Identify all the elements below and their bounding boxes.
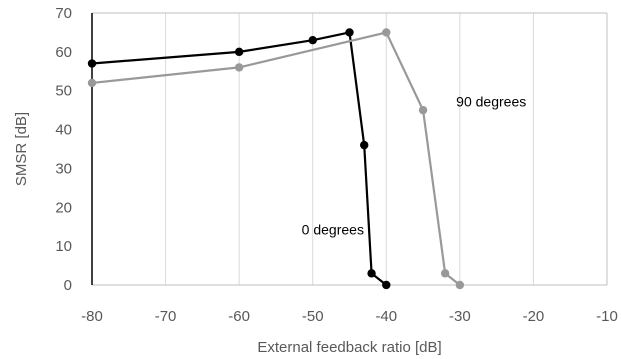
annotation-label: 90 degrees: [456, 93, 526, 109]
y-tick-labels: 0 10 20 30 40 50 60 70: [55, 5, 72, 294]
y-tick-label: 70: [55, 5, 72, 22]
x-axis-label: External feedback ratio [dB]: [257, 339, 441, 356]
y-tick-label: 20: [55, 199, 72, 216]
x-tick-labels: -80 -70 -60 -50 -40 -30 -20 -10: [81, 308, 618, 325]
series-points: [87, 28, 465, 290]
data-point: [418, 105, 428, 115]
axes: [91, 12, 608, 286]
y-axis-label: SMSR [dB]: [13, 112, 30, 186]
data-point: [87, 59, 97, 68]
data-point: [382, 28, 391, 37]
annotations: 0 degrees 90 degrees: [302, 93, 527, 237]
plot-area: [92, 13, 607, 285]
y-tick-label: 50: [55, 83, 72, 100]
data-point: [308, 36, 317, 45]
x-tick-label: -40: [375, 308, 397, 325]
x-tick-label: -70: [155, 308, 177, 325]
x-tick-label: -60: [228, 308, 250, 325]
data-point: [234, 47, 244, 57]
data-point: [87, 78, 97, 88]
data-point: [382, 280, 391, 290]
y-tick-label: 40: [55, 122, 72, 139]
data-point: [455, 280, 465, 290]
y-tick-label: 0: [64, 277, 72, 294]
y-tick-label: 60: [55, 44, 72, 61]
data-point: [360, 140, 369, 150]
x-tick-label: -80: [81, 308, 103, 325]
x-tick-label: -30: [449, 308, 471, 325]
y-tick-label: 10: [55, 238, 72, 255]
x-tick-label: -10: [596, 308, 618, 325]
data-point: [234, 63, 244, 72]
data-point: [440, 269, 450, 278]
y-tick-label: 30: [55, 160, 72, 177]
data-point: [367, 269, 376, 278]
x-tick-label: -50: [302, 308, 324, 325]
annotation-label: 0 degrees: [302, 221, 364, 237]
data-point: [345, 28, 354, 37]
x-tick-label: -20: [523, 308, 545, 325]
